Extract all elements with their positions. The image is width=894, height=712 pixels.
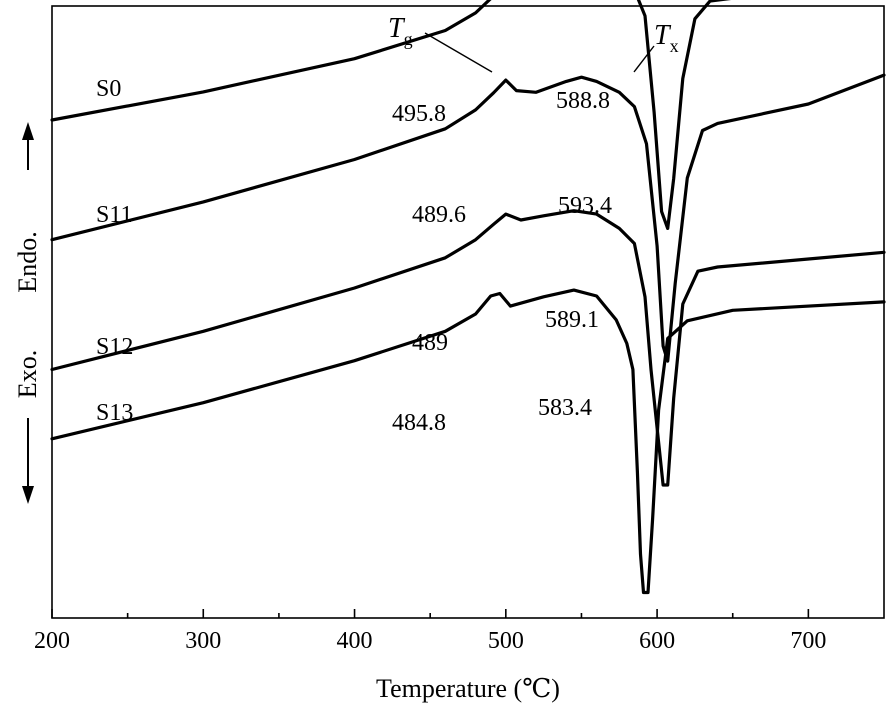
tg-marker-label: Tg [388,13,413,49]
tg-value-s0: 495.8 [392,101,446,127]
x-axis-title: Temperature (℃) [376,674,560,703]
x-tick-label-400: 400 [337,628,373,654]
curve-s11 [50,73,886,363]
tg-marker: Tg [388,13,493,73]
x-tick-label-700: 700 [790,628,826,654]
tg-value-s11: 489.6 [412,202,466,228]
tx-value-s11: 593.4 [558,193,612,219]
series-label-s12: S12 [96,334,133,360]
curve-s12 [50,209,886,487]
series-label-s11: S11 [96,202,132,228]
tx-marker-label: Tx [654,20,679,56]
series-label-s0: S0 [96,76,121,102]
curve-s0 [50,0,732,230]
x-tick-label-300: 300 [185,628,221,654]
series-label-s13: S13 [96,400,133,426]
exo-direction: Exo. [13,350,42,504]
tx-value-s12: 589.1 [545,307,599,333]
x-tick-label-500: 500 [488,628,524,654]
tx-marker: Tx [633,20,679,73]
endo-label: Endo. [13,231,42,292]
endo-direction: Endo. [13,122,42,293]
x-axis: 200 300 400 500 600 700 [34,609,826,654]
exo-arrow-icon [22,486,34,504]
tg-leader-line [424,32,493,73]
plot-frame [51,5,885,619]
tx-leader-line [633,45,655,73]
curve-annotations: S0 495.8 588.8 S11 489.6 593.4 S12 489 589.1 S13 4… [96,76,612,436]
exo-label: Exo. [13,350,42,398]
x-tick-label-600: 600 [639,628,675,654]
tg-value-s12: 489 [412,330,448,356]
tx-value-s13: 583.4 [538,395,592,421]
x-tick-label-200: 200 [34,628,70,654]
tx-value-s0: 588.8 [556,88,610,114]
dsc-curves [50,0,886,595]
endo-arrow-icon [22,122,34,140]
tg-value-s13: 484.8 [392,410,446,436]
curve-s13 [50,288,886,595]
